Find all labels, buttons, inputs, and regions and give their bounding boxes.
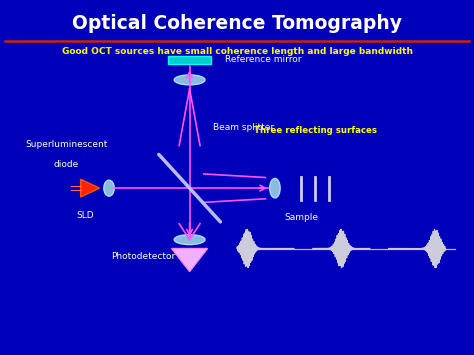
- FancyBboxPatch shape: [168, 56, 211, 64]
- Ellipse shape: [104, 180, 114, 196]
- Text: Beam splitter: Beam splitter: [213, 123, 274, 132]
- Polygon shape: [81, 179, 100, 197]
- Text: SLD: SLD: [76, 211, 94, 220]
- Text: Sample: Sample: [284, 213, 319, 222]
- Text: Photodetector: Photodetector: [111, 252, 176, 261]
- Text: Three reflecting surfaces: Three reflecting surfaces: [254, 126, 377, 135]
- Ellipse shape: [270, 178, 280, 198]
- Text: diode: diode: [54, 160, 79, 169]
- Text: Optical Coherence Tomography: Optical Coherence Tomography: [72, 13, 402, 33]
- Polygon shape: [172, 248, 208, 272]
- Text: Good OCT sources have small coherence length and large bandwidth: Good OCT sources have small coherence le…: [62, 47, 412, 56]
- Ellipse shape: [174, 75, 205, 85]
- Ellipse shape: [174, 235, 205, 245]
- Text: Superluminescent: Superluminescent: [25, 140, 108, 149]
- Text: Reference mirror: Reference mirror: [225, 55, 301, 65]
